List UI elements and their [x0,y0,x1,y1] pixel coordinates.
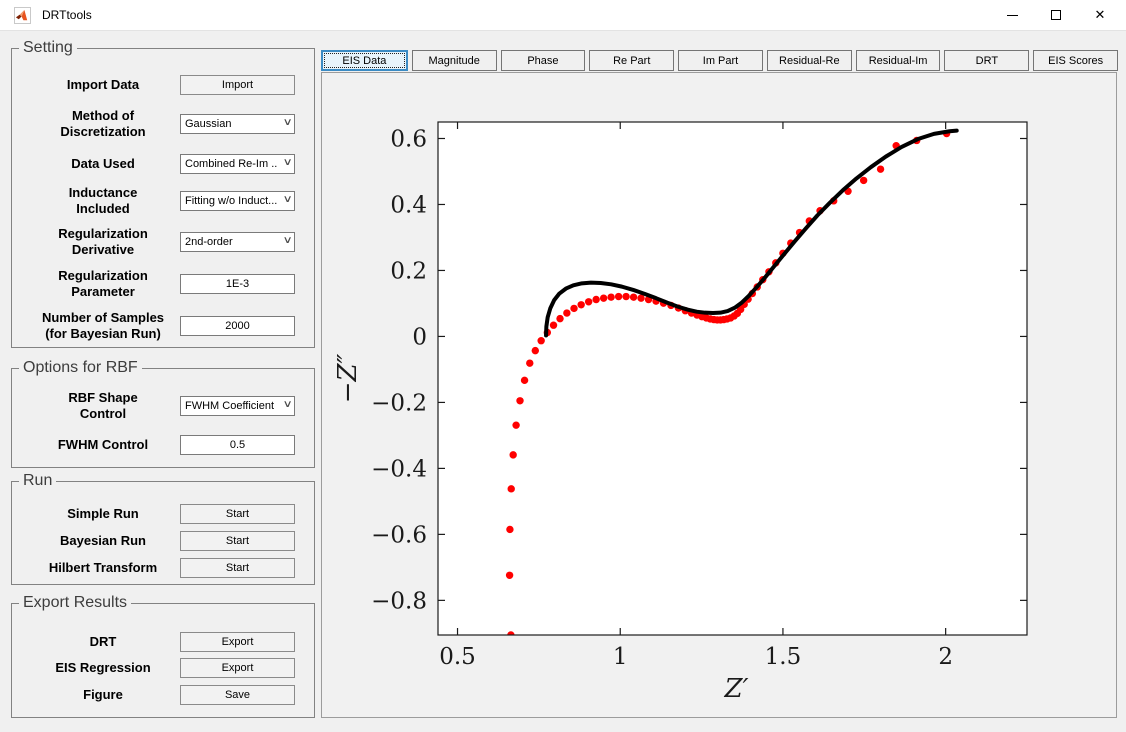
discretization-select[interactable]: Gaussian ∨ [180,114,295,134]
rbf-shape-value: FWHM Coefficient [185,400,275,412]
panel-title: Export Results [19,594,132,612]
setting-panel: Setting Import Data Import Method of Dis… [11,39,315,348]
tab-residual-re[interactable]: Residual-Re [766,50,852,71]
close-icon: ✕ [1094,7,1106,22]
window-title: DRTtools [42,8,92,22]
plot-tab-bar: EIS Data Magnitude Phase Re Part Im Part Resi… [321,50,1119,71]
minimize-icon [1006,14,1018,16]
figure-label: Figure [83,687,123,702]
hilbert-start-button[interactable]: Start [180,558,295,578]
y-axis-label: −Z″ [333,353,363,403]
svg-text:−0.4: −0.4 [371,456,427,482]
svg-text:1: 1 [613,644,628,670]
import-data-label: Import Data [66,77,140,92]
svg-text:1.5: 1.5 [765,644,802,670]
maximize-button[interactable] [1036,0,1076,30]
export-results-panel: Export Results DRT Export EIS Regression… [11,594,315,718]
chevron-down-icon: ∨ [282,117,293,128]
num-samples-input[interactable] [180,316,295,336]
reg-parameter-input[interactable] [180,274,295,294]
tab-magnitude[interactable]: Magnitude [411,50,497,71]
drt-export-button[interactable]: Export [180,632,295,652]
minimize-button[interactable] [992,0,1032,30]
plot-panel: 0.5 1 1.5 2 −0.8 −0.6 −0.4 −0.2 0 0.2 0.4 0.6 Z′ −Z″ [321,72,1117,718]
reg-parameter-label: Regularization Parameter [58,268,148,299]
svg-text:−0.2: −0.2 [371,390,427,416]
rbf-options-panel: Options for RBF RBF Shape Control FWHM C… [11,359,315,468]
eis-export-button[interactable]: Export [180,658,295,678]
discretization-value: Gaussian [185,118,232,130]
simple-run-start-button[interactable]: Start [180,504,295,524]
eis-regression-label: EIS Regression [55,660,151,675]
eis-nyquist-plot: 0.5 1 1.5 2 −0.8 −0.6 −0.4 −0.2 0 0.2 0.4 0.6 Z′ −Z″ [333,121,1028,704]
panel-title: Run [19,472,57,490]
chevron-down-icon: ∨ [282,157,293,168]
svg-text:2: 2 [938,644,953,670]
tab-im-part[interactable]: Im Part [678,50,763,71]
inductance-value: Fitting w/o Induct... [185,195,277,207]
maximize-icon [1051,10,1061,20]
simple-run-label: Simple Run [67,506,139,521]
rbf-shape-label: RBF Shape Control [68,390,138,421]
tab-eis-data[interactable]: EIS Data [321,50,408,71]
tab-drt[interactable]: DRT [944,50,1030,71]
title-bar: DRTtools ✕ [0,0,1126,31]
chevron-down-icon: ∨ [282,399,293,410]
bayesian-run-start-button[interactable]: Start [180,531,295,551]
matlab-app-icon [14,7,31,24]
x-axis-label: Z′ [724,674,749,704]
num-samples-label: Number of Samples (for Bayesian Run) [41,310,165,341]
fwhm-input[interactable] [180,435,295,455]
drt-label: DRT [89,634,117,649]
svg-text:0: 0 [412,324,427,350]
inductance-select[interactable]: Fitting w/o Induct... ∨ [180,191,295,211]
rbf-shape-select[interactable]: FWHM Coefficient ∨ [180,396,295,416]
bayesian-run-label: Bayesian Run [60,533,146,548]
panel-title: Setting [19,39,77,57]
inductance-label: Inductance Included [68,185,138,216]
data-used-select[interactable]: Combined Re-Im ... ∨ [180,154,295,174]
data-used-value: Combined Re-Im ... [185,158,277,170]
run-panel: Run Simple Run Start Bayesian Run Start … [11,472,315,585]
reg-derivative-select[interactable]: 2nd-order ∨ [180,232,295,252]
svg-text:−0.8: −0.8 [371,588,427,614]
svg-text:0.5: 0.5 [439,644,476,670]
svg-text:0.2: 0.2 [390,258,427,284]
import-button[interactable]: Import [180,75,295,95]
tab-residual-im[interactable]: Residual-Im [855,50,941,71]
tab-eis-scores[interactable]: EIS Scores [1033,50,1119,71]
discretization-label: Method of Discretization [60,108,146,139]
chevron-down-icon: ∨ [282,194,293,205]
reg-derivative-label: Regularization Derivative [58,226,148,257]
hilbert-transform-label: Hilbert Transform [48,560,158,575]
data-used-label: Data Used [71,156,135,171]
tab-re-part[interactable]: Re Part [589,50,675,71]
close-button[interactable]: ✕ [1080,0,1120,30]
svg-text:−0.6: −0.6 [371,522,427,548]
tab-phase[interactable]: Phase [500,50,586,71]
fwhm-control-label: FWHM Control [57,437,149,452]
reg-derivative-value: 2nd-order [185,236,233,248]
figure-save-button[interactable]: Save [180,685,295,705]
chevron-down-icon: ∨ [282,235,293,246]
panel-title: Options for RBF [19,359,142,377]
svg-text:0.6: 0.6 [390,126,427,152]
svg-text:0.4: 0.4 [390,192,427,218]
